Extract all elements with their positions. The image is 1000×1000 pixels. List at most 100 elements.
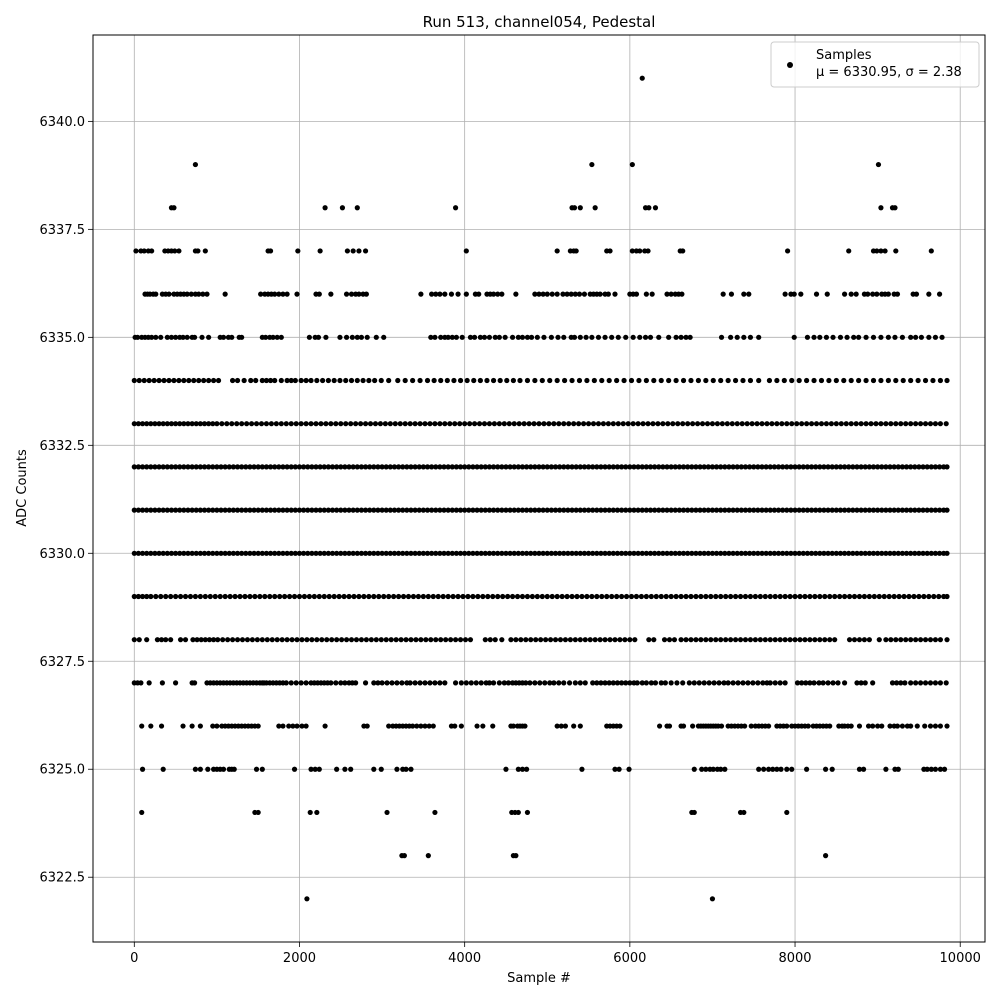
- data-point: [501, 421, 507, 427]
- data-point: [666, 334, 672, 340]
- data-point: [612, 637, 618, 643]
- data-point: [230, 464, 237, 470]
- data-point: [152, 464, 158, 470]
- data-point: [253, 766, 260, 772]
- data-point: [342, 464, 348, 470]
- data-point: [305, 550, 311, 556]
- data-point: [944, 593, 950, 600]
- data-point: [524, 464, 530, 470]
- data-point: [383, 637, 389, 643]
- data-point: [457, 550, 464, 556]
- data-point: [620, 421, 626, 427]
- data-point: [709, 507, 716, 513]
- data-point: [301, 550, 307, 556]
- data-point: [713, 550, 720, 556]
- data-point: [590, 550, 596, 556]
- data-point: [728, 334, 734, 340]
- data-point: [462, 421, 468, 427]
- data-point: [639, 75, 645, 81]
- data-point: [633, 593, 640, 600]
- data-point: [823, 766, 829, 772]
- data-point: [226, 550, 232, 556]
- data-point: [197, 464, 203, 470]
- data-point: [829, 550, 835, 556]
- data-point: [837, 464, 844, 470]
- data-point: [739, 421, 745, 427]
- data-point: [339, 205, 346, 211]
- data-point: [718, 507, 724, 513]
- data-point: [247, 507, 253, 513]
- data-point: [860, 766, 867, 772]
- data-point: [632, 637, 638, 643]
- data-point: [453, 464, 460, 470]
- data-point: [231, 766, 237, 772]
- data-point: [343, 377, 349, 384]
- data-point: [891, 550, 897, 556]
- data-point: [898, 680, 904, 686]
- data-point: [729, 421, 735, 427]
- data-point: [482, 637, 488, 643]
- data-point: [730, 464, 736, 470]
- data-point: [443, 637, 449, 643]
- data-point: [189, 464, 195, 470]
- data-point: [210, 723, 216, 729]
- data-point: [594, 593, 600, 600]
- data-point: [215, 377, 222, 384]
- data-point: [348, 377, 355, 384]
- data-point: [518, 637, 524, 643]
- data-point: [204, 291, 210, 297]
- data-point: [131, 377, 137, 384]
- data-point: [144, 550, 150, 556]
- data-point: [372, 421, 379, 427]
- data-point: [362, 550, 369, 556]
- data-point: [557, 637, 564, 643]
- data-point: [524, 507, 530, 513]
- data-point: [792, 507, 798, 513]
- data-point: [511, 507, 517, 513]
- data-point: [222, 550, 228, 556]
- data-point: [244, 421, 250, 427]
- data-point: [133, 248, 139, 254]
- data-point: [748, 723, 754, 729]
- data-point: [153, 291, 159, 297]
- data-point: [482, 507, 488, 513]
- data-point: [326, 593, 332, 600]
- data-point: [837, 334, 844, 340]
- data-point: [222, 593, 228, 600]
- data-point: [730, 507, 736, 513]
- data-point: [449, 464, 455, 470]
- data-point: [701, 464, 707, 470]
- data-point: [861, 593, 868, 600]
- data-point: [367, 550, 373, 556]
- data-point: [797, 593, 803, 600]
- data-point: [835, 680, 841, 686]
- data-point: [605, 291, 611, 297]
- data-point: [259, 766, 265, 772]
- data-point: [705, 550, 711, 556]
- data-point: [496, 334, 502, 340]
- data-point: [135, 421, 142, 427]
- data-point: [734, 421, 740, 427]
- data-point: [883, 507, 889, 513]
- data-point: [279, 637, 285, 643]
- data-point: [507, 550, 513, 556]
- data-point: [870, 507, 877, 513]
- data-point: [832, 637, 838, 643]
- data-point: [602, 637, 608, 643]
- data-point: [579, 766, 585, 772]
- data-point: [210, 464, 216, 470]
- data-point: [539, 377, 545, 384]
- data-point: [714, 421, 721, 427]
- data-point: [363, 291, 369, 297]
- data-point: [486, 464, 493, 470]
- data-point: [442, 291, 448, 297]
- data-point: [230, 550, 237, 556]
- data-point: [536, 291, 542, 297]
- data-point: [138, 680, 144, 686]
- data-point: [453, 550, 460, 556]
- data-point: [499, 550, 505, 556]
- data-point: [829, 766, 835, 772]
- data-point: [321, 507, 327, 513]
- data-point: [341, 593, 347, 600]
- data-point: [691, 680, 697, 686]
